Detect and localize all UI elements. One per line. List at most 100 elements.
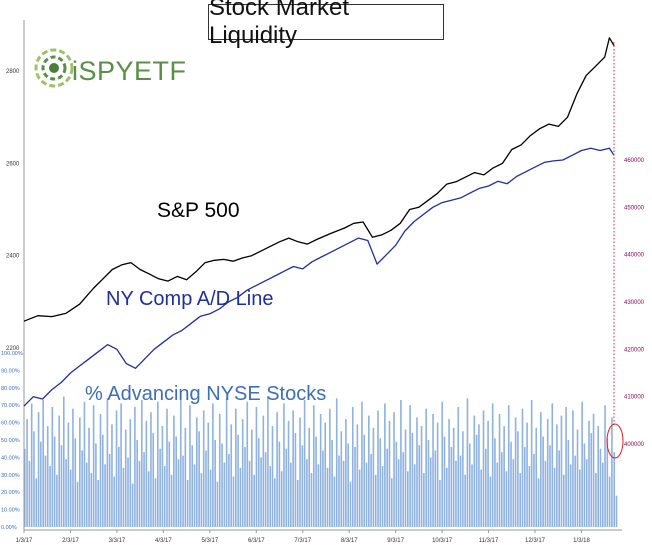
advancing-bar — [221, 443, 223, 527]
advancing-bar — [285, 448, 288, 527]
advancing-bar — [152, 433, 155, 527]
right-axis-tick-label: 440000 — [624, 253, 645, 259]
advancing-bar — [407, 471, 409, 527]
advancing-bars-group — [24, 394, 618, 527]
advancing-bar — [273, 478, 276, 527]
x-tick-label: 12/3/17 — [525, 538, 546, 544]
advancing-bar — [416, 417, 418, 527]
advancing-bar — [292, 410, 294, 527]
advancing-bar — [464, 474, 466, 527]
advancing-bar — [335, 398, 338, 527]
advancing-bar — [400, 399, 402, 527]
advancing-bar — [241, 419, 244, 527]
advancing-bar — [51, 406, 54, 527]
advancing-bar — [503, 426, 505, 527]
advancing-bar — [340, 431, 343, 527]
advancing-bar — [354, 446, 356, 527]
x-tick-label: 5/3/17 — [201, 538, 218, 544]
advancing-label: % Advancing NYSE Stocks — [85, 383, 327, 405]
advancing-bar — [262, 415, 265, 527]
advancing-bar — [443, 436, 446, 527]
advancing-bar — [154, 478, 157, 527]
right-axis-tick-label: 400000 — [624, 442, 645, 448]
advancing-bar — [544, 460, 547, 527]
advancing-bar — [115, 410, 118, 527]
advancing-bar — [496, 462, 499, 527]
advancing-bar — [613, 452, 616, 527]
advancing-bar — [601, 462, 604, 527]
advancing-bar — [90, 473, 93, 527]
advancing-bar — [228, 453, 230, 527]
advancing-bar — [306, 459, 308, 527]
advancing-bar — [214, 440, 216, 527]
advancing-bar — [480, 469, 482, 527]
advancing-bar — [49, 466, 51, 527]
advancing-bar — [108, 453, 111, 527]
advancing-bar — [147, 471, 150, 527]
advancing-bar — [30, 403, 33, 527]
advancing-bar — [510, 441, 512, 527]
advancing-bar — [595, 473, 597, 527]
advancing-bar — [349, 481, 352, 527]
advancing-bar — [361, 401, 363, 527]
advancing-bar — [611, 417, 613, 527]
advancing-bar — [397, 459, 400, 527]
advancing-bar — [434, 450, 437, 527]
logo: iSPYETF — [34, 40, 186, 92]
advancing-bar — [556, 424, 558, 527]
advancing-bar — [79, 417, 81, 527]
advancing-bar — [319, 413, 322, 527]
advancing-bar — [345, 419, 347, 527]
advancing-bar — [530, 399, 533, 527]
advancing-bar — [432, 413, 434, 527]
advancing-bar — [42, 399, 44, 527]
advancing-bar — [425, 408, 427, 527]
advancing-bar — [356, 424, 359, 527]
advancing-bar — [97, 480, 99, 527]
advancing-bar — [542, 436, 544, 527]
advancing-bar — [418, 445, 421, 527]
advancing-bar — [498, 413, 501, 527]
advancing-bar — [46, 426, 49, 527]
advancing-bar — [583, 443, 586, 527]
advancing-bar — [209, 469, 212, 527]
advancing-bar — [526, 422, 528, 527]
advancing-bar — [576, 429, 579, 527]
advancing-bar — [567, 440, 570, 527]
advancing-bar — [166, 408, 168, 527]
advancing-bar — [296, 480, 299, 527]
advancing-bar — [599, 448, 602, 527]
advancing-bar — [505, 471, 508, 527]
advancing-bar — [287, 420, 290, 527]
advancing-bar — [370, 453, 372, 527]
advancing-bar — [558, 450, 560, 527]
advancing-bar — [439, 480, 441, 527]
advancing-bar — [218, 413, 221, 527]
advancing-bar — [450, 446, 453, 527]
advancing-bar — [134, 406, 136, 527]
advancing-bar — [143, 452, 145, 527]
advancing-bar — [377, 410, 379, 527]
x-tick-label: 9/3/17 — [387, 538, 404, 544]
advancing-bar — [338, 455, 340, 527]
right-axis-tick-label: 410000 — [624, 395, 645, 401]
advancing-bar — [423, 473, 425, 527]
advancing-bar — [546, 419, 549, 527]
advancing-bar — [159, 448, 161, 527]
advancing-bar — [409, 405, 411, 527]
x-tick-label: 8/3/17 — [341, 538, 358, 544]
advancing-bar — [175, 436, 177, 527]
advancing-bar — [521, 408, 524, 527]
advancing-bar — [65, 459, 67, 527]
advancing-bar — [216, 481, 219, 527]
advancing-bar — [205, 450, 207, 527]
advancing-bar — [436, 422, 439, 527]
advancing-bar — [363, 434, 366, 527]
advancing-bar — [24, 448, 26, 527]
advancing-bar — [269, 466, 272, 527]
advancing-bar — [523, 446, 526, 527]
advancing-bar — [280, 471, 283, 527]
advancing-bar — [404, 429, 407, 527]
advancing-bar — [537, 478, 540, 527]
advancing-bar — [67, 422, 70, 527]
